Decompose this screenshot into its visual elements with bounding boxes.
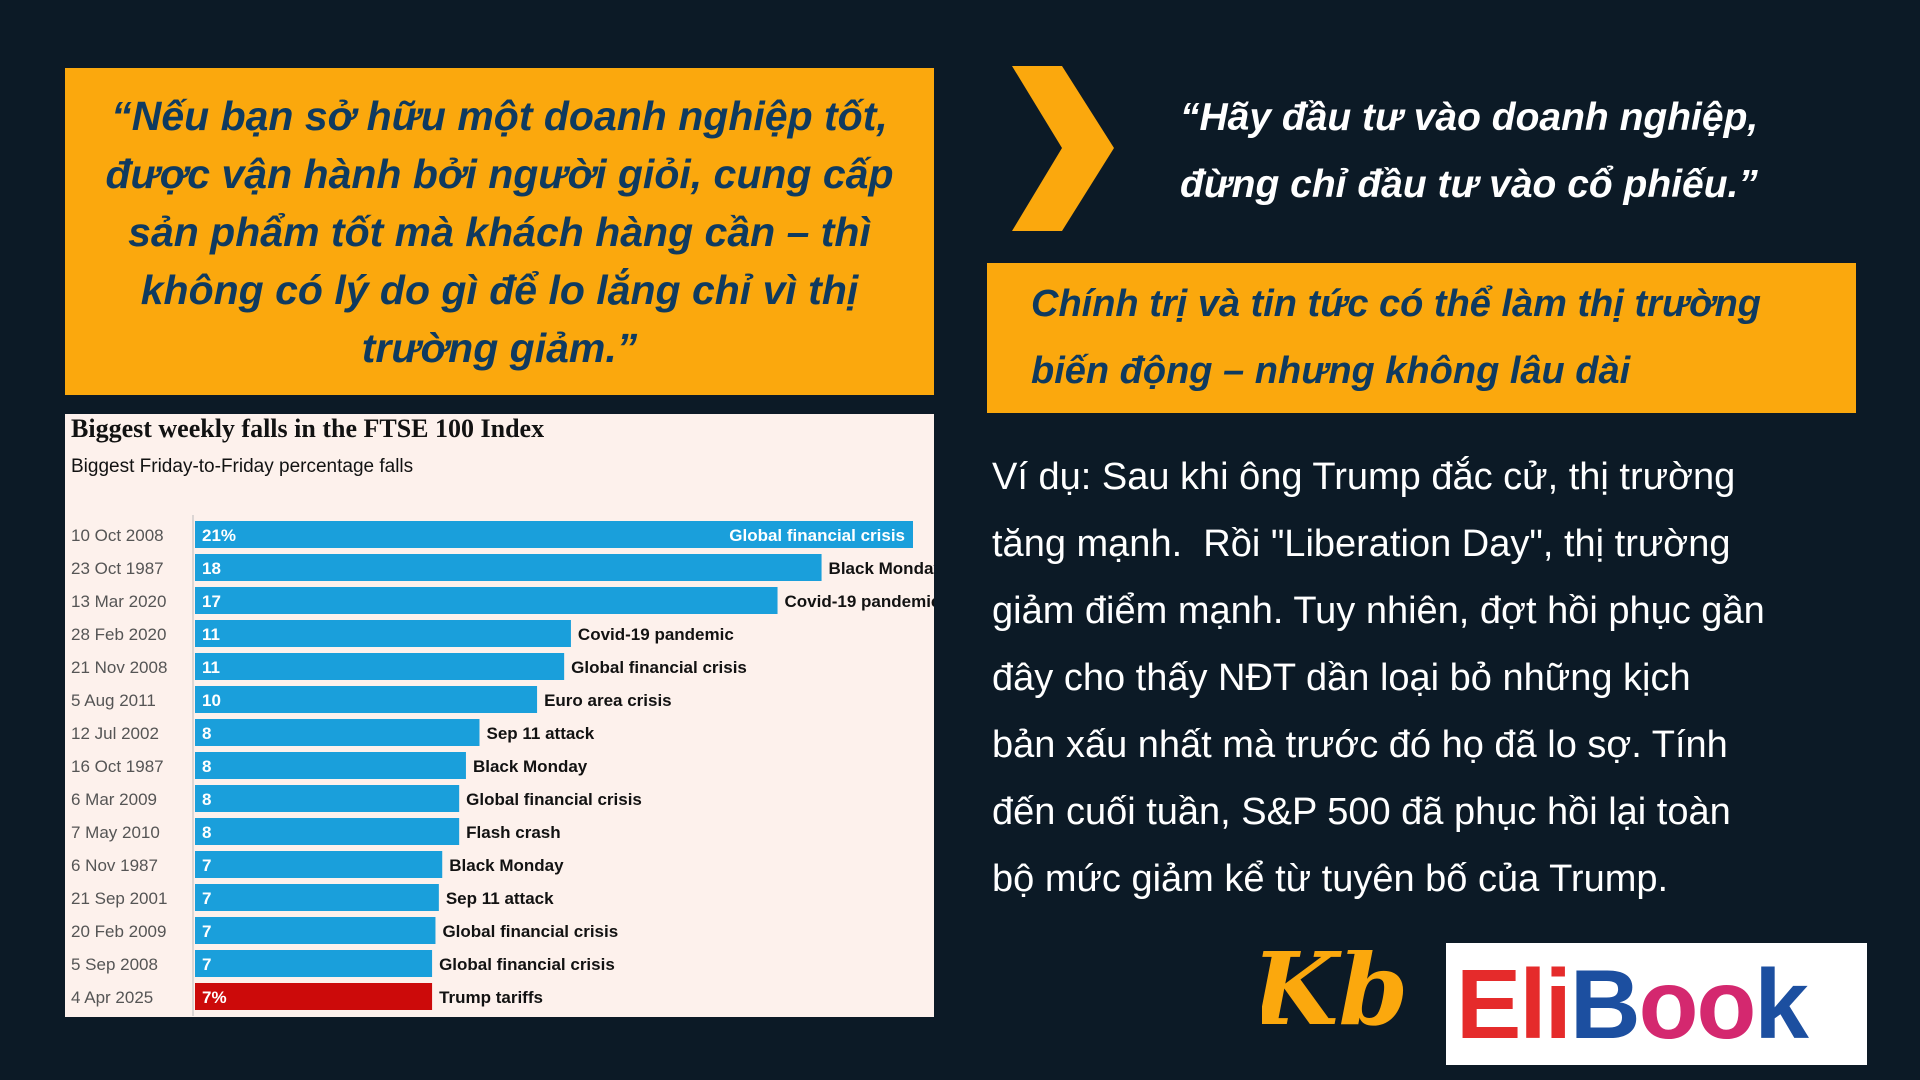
kb-logo: Kb bbox=[1262, 950, 1408, 1048]
chart-annotation: Covid-19 pandemic bbox=[578, 625, 734, 644]
elibook-logo-letter: k bbox=[1754, 949, 1808, 1059]
chart-bar bbox=[195, 884, 439, 911]
headline-line: Chính trị và tin tức có thể làm thị trườ… bbox=[1031, 283, 1762, 325]
chart-annotation: Covid-19 pandemic bbox=[785, 592, 934, 611]
chart-bar bbox=[195, 950, 433, 977]
elibook-logo-letter: l bbox=[1519, 949, 1546, 1059]
chart-value-label: 7 bbox=[202, 889, 211, 908]
body-line: đến cuối tuần, S&P 500 đã phục hồi lại t… bbox=[992, 791, 1731, 833]
chart-value-label: 7 bbox=[202, 955, 211, 974]
right-quote-line: đừng chỉ đầu tư vào cổ phiếu.” bbox=[1180, 163, 1758, 206]
chart-category-label: 6 Nov 1987 bbox=[71, 856, 158, 875]
elibook-logo-letter: o bbox=[1638, 949, 1699, 1059]
chart-value-label: 17 bbox=[202, 592, 221, 611]
chart-title: Biggest weekly falls in the FTSE 100 Ind… bbox=[71, 414, 545, 443]
body-line: tăng mạnh. Rồi "Liberation Day", thị trư… bbox=[992, 523, 1731, 565]
body-line: đây cho thấy NĐT dần loại bỏ những kịch bbox=[992, 657, 1691, 699]
ftse-chart: Biggest weekly falls in the FTSE 100 Ind… bbox=[65, 414, 934, 1017]
headline-line: biến động – nhưng không lâu dài bbox=[1031, 350, 1631, 392]
chart-annotation: Global financial crisis bbox=[466, 790, 642, 809]
left-quote-text: “Nếu bạn sở hữu một doanh nghiệp tốt, đư… bbox=[105, 92, 894, 371]
chart-value-label: 8 bbox=[202, 724, 211, 743]
chart-bar bbox=[195, 653, 565, 680]
chart-category-label: 21 Nov 2008 bbox=[71, 658, 167, 677]
chart-category-label: 5 Sep 2008 bbox=[71, 955, 158, 974]
chart-plot: 10 Oct 2008 21% Global financial crisis 23 … bbox=[71, 515, 934, 1016]
chart-annotation: Global financial crisis bbox=[442, 922, 618, 941]
chart-value-label: 18 bbox=[202, 559, 221, 578]
chart-bar bbox=[195, 554, 822, 581]
chart-annotation: Sep 11 attack bbox=[446, 889, 554, 908]
chart-annotation: Global financial crisis bbox=[571, 658, 747, 677]
chart-annotation: Flash crash bbox=[466, 823, 561, 842]
chart-category-label: 12 Jul 2002 bbox=[71, 724, 159, 743]
body-paragraph: Ví dụ: Sau khi ông Trump đắc cử, thị trư… bbox=[992, 444, 1872, 913]
chart-annotation: Global financial crisis bbox=[729, 526, 905, 545]
chart-bar bbox=[195, 785, 460, 812]
chart-category-label: 4 Apr 2025 bbox=[71, 988, 153, 1007]
chart-subtitle: Biggest Friday-to-Friday percentage fall… bbox=[71, 456, 414, 477]
chart-value-label: 7 bbox=[202, 856, 211, 875]
chart-category-label: 16 Oct 1987 bbox=[71, 757, 164, 776]
chart-bar bbox=[195, 818, 460, 845]
chart-category-label: 28 Feb 2020 bbox=[71, 625, 166, 644]
chart-value-label: 21% bbox=[202, 526, 236, 545]
chart-bar bbox=[195, 620, 571, 647]
right-quote-line: “Hãy đầu tư vào doanh nghiệp, bbox=[1180, 96, 1759, 139]
chart-annotation: Global financial crisis bbox=[439, 955, 615, 974]
body-line: Ví dụ: Sau khi ông Trump đắc cử, thị trư… bbox=[992, 456, 1736, 498]
chart-category-label: 21 Sep 2001 bbox=[71, 889, 167, 908]
chart-bar bbox=[195, 686, 538, 713]
chart-value-label: 8 bbox=[202, 823, 211, 842]
chart-annotation: Euro area crisis bbox=[544, 691, 672, 710]
chart-bar bbox=[195, 851, 443, 878]
chart-category-label: 13 Mar 2020 bbox=[71, 592, 166, 611]
chart-value-label: 10 bbox=[202, 691, 221, 710]
body-line: giảm điểm mạnh. Tuy nhiên, đợt hồi phục … bbox=[992, 590, 1765, 632]
chart-bar bbox=[195, 752, 466, 779]
chart-category-label: 23 Oct 1987 bbox=[71, 559, 164, 578]
chart-value-label: 11 bbox=[202, 625, 220, 644]
elibook-logo-letter: E bbox=[1456, 949, 1521, 1059]
elibook-logo-letter: o bbox=[1696, 949, 1757, 1059]
chart-value-label: 7% bbox=[202, 988, 227, 1007]
elibook-logo-letter: i bbox=[1544, 949, 1572, 1059]
chart-value-label: 8 bbox=[202, 757, 211, 776]
body-line: bản xấu nhất mà trước đó họ đã lo sợ. Tí… bbox=[992, 724, 1728, 766]
elibook-logo-letter: B bbox=[1569, 949, 1641, 1059]
chart-bar bbox=[195, 917, 436, 944]
chart-annotation: Trump tariffs bbox=[439, 988, 543, 1007]
chart-bar bbox=[195, 521, 913, 548]
chart-category-label: 6 Mar 2009 bbox=[71, 790, 157, 809]
chart-annotation: Black Monday bbox=[829, 559, 934, 578]
right-quote: “Hãy đầu tư vào doanh nghiệp, đừng chỉ đ… bbox=[1180, 84, 1820, 218]
chart-category-label: 5 Aug 2011 bbox=[71, 691, 156, 710]
headline-text: Chính trị và tin tức có thể làm thị trườ… bbox=[1031, 271, 1761, 405]
chart-annotation: Black Monday bbox=[449, 856, 564, 875]
chart-bar bbox=[195, 719, 480, 746]
chart-value-label: 7 bbox=[202, 922, 211, 941]
chevron-right-icon bbox=[1012, 66, 1114, 231]
chart-value-label: 8 bbox=[202, 790, 211, 809]
chart-category-label: 7 May 2010 bbox=[71, 823, 160, 842]
chart-category-label: 20 Feb 2009 bbox=[71, 922, 166, 941]
chart-value-label: 11 bbox=[202, 658, 220, 677]
chart-bar bbox=[195, 983, 433, 1010]
chart-annotation: Sep 11 attack bbox=[486, 724, 594, 743]
kb-logo-text: Kb bbox=[1262, 950, 1408, 1048]
chart-bar bbox=[195, 587, 778, 614]
headline-box: Chính trị và tin tức có thể làm thị trườ… bbox=[987, 263, 1856, 413]
chart-category-label: 10 Oct 2008 bbox=[71, 526, 164, 545]
body-line: bộ mức giảm kể từ tuyên bố của Trump. bbox=[992, 858, 1669, 900]
left-quote-box: “Nếu bạn sở hữu một doanh nghiệp tốt, đư… bbox=[65, 68, 934, 395]
chart-annotation: Black Monday bbox=[473, 757, 588, 776]
